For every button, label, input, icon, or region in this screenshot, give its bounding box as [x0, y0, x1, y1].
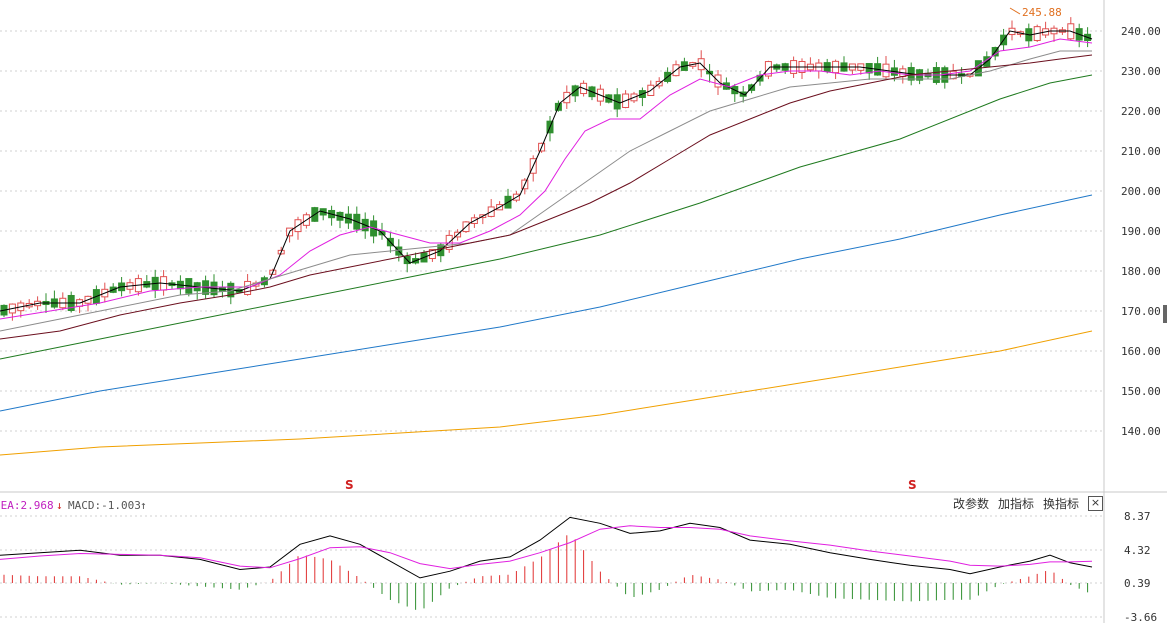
- price-axis-labels: 240.00 230.00 220.00 210.00 200.00 190.00 180.…: [1121, 25, 1161, 438]
- dea-line: [0, 525, 1093, 570]
- ma250-line: [0, 330, 1093, 456]
- price-tick-label: 160.00: [1121, 345, 1161, 358]
- max-marker-arrow: [1009, 7, 1021, 15]
- ma30-line: [0, 54, 1093, 340]
- moving-average-lines: [0, 30, 1093, 456]
- macd-tick-label: 8.37: [1124, 510, 1151, 523]
- macd-tick-label: 4.32: [1124, 544, 1151, 557]
- dea-down-arrow: ↓: [56, 499, 63, 512]
- macd-histogram: [3, 535, 1089, 610]
- macd-lines: [0, 516, 1093, 579]
- price-tick-label: 150.00: [1121, 385, 1161, 398]
- price-tick-label: 200.00: [1121, 185, 1161, 198]
- price-tick-label: 190.00: [1121, 225, 1161, 238]
- macd-tick-label: -3.66: [1124, 611, 1157, 623]
- ma20-line: [0, 50, 1092, 332]
- price-tick-label: 210.00: [1121, 145, 1161, 158]
- price-tick-label: 240.00: [1121, 25, 1161, 38]
- price-tick-label: 220.00: [1121, 105, 1161, 118]
- ma120-line: [0, 194, 1093, 412]
- price-tick-label: 170.00: [1121, 305, 1161, 318]
- dif-line: [0, 516, 1093, 579]
- macd-tick-label: 0.39: [1124, 577, 1151, 590]
- price-grid: [0, 30, 1104, 432]
- candlesticks: [0, 17, 1092, 321]
- scroll-handle[interactable]: [1163, 305, 1167, 323]
- switch-indicator-button[interactable]: 换指标: [1043, 497, 1080, 511]
- close-indicator-button[interactable]: ×: [1088, 496, 1103, 511]
- macd-axis-labels: 8.37 4.32 0.39 -3.66: [1124, 510, 1157, 623]
- signal-marker-1: S: [345, 478, 354, 492]
- price-tick-label: 180.00: [1121, 265, 1161, 278]
- price-tick-label: 230.00: [1121, 65, 1161, 78]
- macd-up-arrow: ↑: [140, 499, 147, 512]
- change-params-button[interactable]: 改参数: [953, 497, 990, 511]
- price-tick-label: 140.00: [1121, 425, 1161, 438]
- signal-marker-2: S: [908, 478, 917, 492]
- dea-legend: DEA:2.968: [0, 499, 54, 512]
- macd-legend: MACD:-1.003: [68, 499, 141, 512]
- max-price-marker: 245.88: [1009, 6, 1062, 19]
- ma60-line: [0, 74, 1093, 360]
- max-marker-value: 245.88: [1022, 6, 1062, 19]
- add-indicator-button[interactable]: 加指标: [998, 497, 1035, 511]
